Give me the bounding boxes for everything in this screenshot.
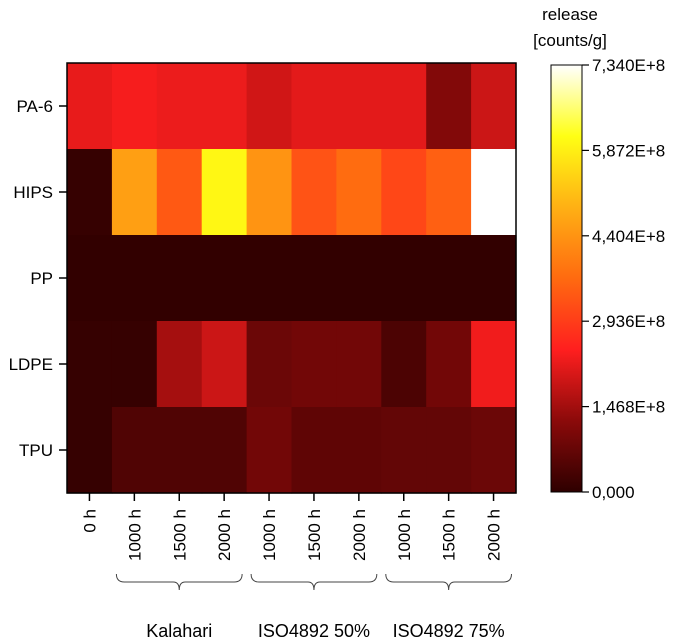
heatmap-cell: [426, 235, 472, 322]
heatmap-cell: [111, 235, 158, 322]
group-label: ISO4892 75%: [393, 621, 505, 641]
column-label: 2000 h: [350, 509, 369, 561]
heatmap-cell: [67, 235, 113, 322]
colorbar-tick-label: 7,340E+8: [592, 56, 665, 75]
heatmap-cell: [381, 63, 427, 150]
row-label: TPU: [19, 441, 53, 460]
heatmap-cell: [381, 149, 427, 236]
column-label: 1500 h: [170, 509, 189, 561]
heatmap-cell: [246, 149, 293, 236]
colorbar-tick-label: 0,000: [592, 483, 635, 502]
heatmap-cell: [201, 63, 248, 150]
heatmap-cell: [426, 407, 472, 494]
column-labels: 0 h 1000 h 1500 h 2000 h 1000 h 1500 h 2000 h 1…: [80, 493, 504, 561]
colorbar-title: [counts/g]: [533, 31, 607, 50]
heatmap-cell: [111, 63, 158, 150]
heatmap-cell: [471, 407, 517, 494]
heatmap-cell: [336, 407, 382, 494]
heatmap-cell: [291, 407, 337, 494]
heatmap-cell: [246, 235, 293, 322]
heatmap-cell: [246, 63, 293, 150]
heatmap-cell: [156, 63, 203, 150]
heatmap-cell: [426, 149, 472, 236]
colorbar-tick-label: 4,404E+8: [592, 227, 665, 246]
heatmap-cells: [67, 63, 517, 494]
row-label: PP: [30, 269, 53, 288]
heatmap-cell: [336, 235, 382, 322]
heatmap-cell: [291, 149, 337, 236]
heatmap-cell: [67, 63, 113, 150]
column-label: 1000 h: [260, 509, 279, 561]
heatmap-cell: [471, 149, 517, 236]
column-label: 1000 h: [125, 509, 144, 561]
heatmap-cell: [246, 321, 293, 408]
heatmap-cell: [426, 63, 472, 150]
column-label: 0 h: [80, 509, 99, 533]
heatmap-cell: [471, 235, 517, 322]
heatmap-cell: [381, 235, 427, 322]
row-label: HIPS: [13, 183, 53, 202]
heatmap-cell: [291, 235, 337, 322]
colorbar-tick-label: 5,872E+8: [592, 141, 665, 160]
group-label: Kalahari: [146, 621, 212, 641]
heatmap-cell: [156, 235, 203, 322]
colorbar-tick-label: 1,468E+8: [592, 398, 665, 417]
colorbar-title: release: [542, 5, 598, 24]
heatmap-cell: [111, 407, 158, 494]
heatmap-cell: [381, 321, 427, 408]
colorbar-gradient: [550, 64, 583, 493]
colorbar-tick-label: 2,936E+8: [592, 312, 665, 331]
heatmap-cell: [156, 321, 203, 408]
group-brace: [115, 573, 243, 591]
group-label: ISO4892 50%: [258, 621, 370, 641]
heatmap-cell: [67, 149, 113, 236]
column-label: 2000 h: [485, 509, 504, 561]
column-label: 1500 h: [440, 509, 459, 561]
heatmap-cell: [291, 63, 337, 150]
heatmap-cell: [381, 407, 427, 494]
heatmap-cell: [336, 149, 382, 236]
heatmap-cell: [336, 63, 382, 150]
heatmap-cell: [67, 321, 113, 408]
column-label: 1000 h: [395, 509, 414, 561]
heatmap-cell: [471, 321, 517, 408]
heatmap-cell: [111, 321, 158, 408]
heatmap-cell: [471, 63, 517, 150]
column-group-brackets: Kalahari ISO4892 50% ISO4892 75%: [115, 573, 513, 641]
heatmap-cell: [201, 235, 248, 322]
group-brace: [385, 573, 513, 591]
heatmap-cell: [201, 149, 248, 236]
heatmap-cell: [426, 321, 472, 408]
heatmap-cell: [67, 407, 113, 494]
column-label: 1500 h: [305, 509, 324, 561]
heatmap-cell: [201, 407, 248, 494]
heatmap-cell: [156, 407, 203, 494]
heatmap-cell: [246, 407, 293, 494]
row-label: LDPE: [9, 355, 53, 374]
column-label: 2000 h: [215, 509, 234, 561]
heatmap-cell: [201, 321, 248, 408]
heatmap-cell: [336, 321, 382, 408]
colorbar: 0,000 1,468E+8 2,936E+8 4,404E+8 5,872E+8 7,3…: [533, 5, 665, 502]
row-label: PA-6: [16, 97, 53, 116]
heatmap-cell: [156, 149, 203, 236]
row-labels: PA-6 HIPS PP LDPE TPU: [9, 97, 67, 460]
group-brace: [250, 573, 378, 591]
heatmap-cell: [291, 321, 337, 408]
heatmap-cell: [111, 149, 158, 236]
